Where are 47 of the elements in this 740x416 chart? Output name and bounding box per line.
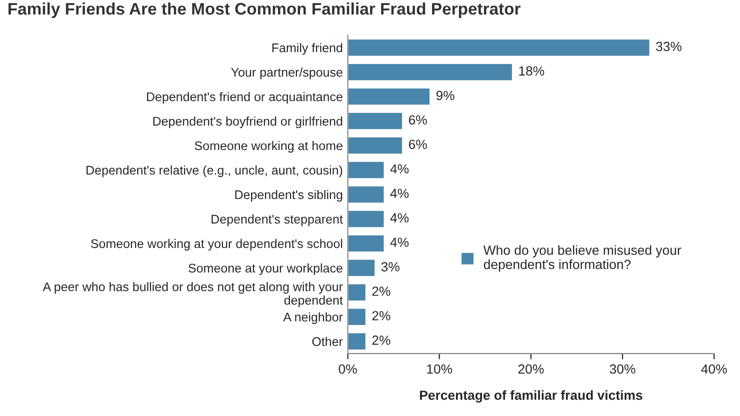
chart-title: Family Friends Are the Most Common Familiar Fraud Perpetrator: [8, 2, 521, 18]
y-tick-label: Dependent's sibling: [235, 190, 342, 202]
bar: [348, 234, 386, 253]
y-tick-label: Someone working at your dependent's school: [90, 238, 342, 251]
x-tick-label: 10%: [427, 364, 452, 374]
legend-label: Who do you believe misused your dependent's information?: [483, 245, 682, 272]
bar: [348, 282, 367, 302]
text: 4%: [390, 164, 409, 174]
text: 4%: [390, 213, 409, 222]
text: 2%: [372, 336, 390, 345]
bar: [348, 62, 514, 82]
text: 3%: [381, 262, 400, 272]
text: 18%: [519, 66, 544, 76]
y-tick-label: Other: [312, 336, 343, 346]
bar: [348, 112, 404, 131]
y-tick-label: A neighbor: [283, 312, 343, 324]
y-tick-label: Dependent's friend or acquaintance: [147, 92, 342, 104]
bar: [348, 209, 386, 228]
text: 4%: [390, 238, 409, 247]
x-tick-label: 0%: [338, 364, 357, 374]
x-tick-label: 20%: [518, 364, 544, 374]
y-tick-label: Someone working at home: [194, 140, 342, 153]
y-tick-label: Your partner/spouse: [231, 68, 342, 80]
y-tick-label: Someone at your workplace: [188, 263, 342, 276]
bar: [348, 184, 386, 204]
y-tick-label: Dependent's relative (e.g., uncle, aunt, cousin): [86, 165, 342, 178]
y-tick-label: Dependent's stepparent: [212, 214, 343, 226]
x-tick-label: 30%: [610, 364, 636, 374]
y-tick-label: A peer who has bullied or does not get along with your dependent: [42, 282, 343, 308]
bar: [348, 136, 404, 156]
x-tick-label: 40%: [701, 364, 727, 374]
text: 9%: [436, 90, 454, 100]
bar: [348, 38, 651, 58]
text: 33%: [656, 42, 682, 52]
bar: [348, 307, 367, 326]
text: 4%: [390, 188, 409, 198]
text: 2%: [372, 311, 390, 320]
x-axis-title: Percentage of familiar fraud victims: [420, 390, 642, 403]
bar: [348, 258, 376, 278]
text: 2%: [372, 286, 390, 296]
y-tick-label: Family friend: [272, 43, 342, 55]
bar: [348, 87, 431, 106]
y-tick-label: Dependent's boyfriend or girlfriend: [153, 116, 342, 128]
text: 6%: [408, 140, 427, 150]
bar: [348, 332, 367, 351]
bar: [348, 160, 386, 180]
text: 6%: [408, 115, 427, 125]
